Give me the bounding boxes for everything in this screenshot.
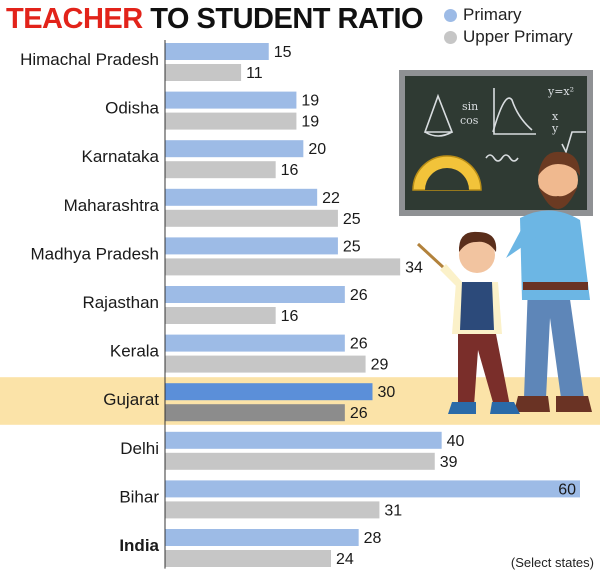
student-legs bbox=[458, 334, 510, 406]
bar-primary-bihar bbox=[165, 480, 580, 498]
svg-text:y=x²: y=x² bbox=[547, 85, 574, 98]
bar-upper-primary-rajasthan bbox=[165, 307, 276, 324]
teacher-arm bbox=[506, 228, 538, 258]
value-label-upper-primary-gujarat: 26 bbox=[350, 405, 368, 422]
teacher-shoes bbox=[514, 396, 592, 412]
category-label-kerala: Kerala bbox=[110, 342, 160, 361]
legend-swatch-upper-primary bbox=[444, 30, 457, 44]
teacher-figure bbox=[506, 151, 592, 412]
bar-upper-primary-bihar bbox=[165, 501, 380, 519]
chalk-drawings bbox=[423, 88, 586, 162]
student-vest bbox=[460, 282, 494, 330]
teacher-student-illustration: sin cos y=x² x y bbox=[399, 70, 593, 414]
category-label-karnataka: Karnataka bbox=[82, 147, 160, 166]
chart-plot: Himachal Pradesh 15 11 Odisha 19 19 Karnataka 2… bbox=[20, 40, 580, 569]
bar-upper-primary-odisha bbox=[165, 112, 297, 130]
chalk-axes bbox=[493, 88, 536, 135]
student-hair bbox=[458, 231, 497, 252]
svg-text:x: x bbox=[552, 110, 559, 123]
value-label-upper-primary-karnataka: 16 bbox=[281, 162, 299, 179]
value-label-upper-primary-maharashtra: 25 bbox=[343, 211, 361, 228]
bar-primary-gujarat bbox=[165, 383, 373, 401]
bar-upper-primary-karnataka bbox=[165, 161, 276, 179]
category-label-maharashtra: Maharashtra bbox=[64, 196, 160, 215]
teacher-head bbox=[538, 160, 578, 200]
legend-swatch-primary bbox=[444, 8, 457, 22]
teacher-belt bbox=[523, 282, 588, 290]
value-label-primary-madhya-pradesh: 25 bbox=[343, 238, 361, 255]
legend-label-primary: Primary bbox=[463, 5, 522, 24]
chalk-text: sin cos y=x² x y bbox=[460, 85, 574, 135]
bar-primary-karnataka bbox=[165, 140, 304, 158]
value-label-primary-india: 28 bbox=[364, 530, 382, 547]
value-label-primary-karnataka: 20 bbox=[308, 141, 326, 158]
category-label-rajasthan: Rajasthan bbox=[82, 293, 159, 312]
value-label-primary-delhi: 40 bbox=[447, 433, 465, 450]
svg-text:cos: cos bbox=[460, 114, 479, 127]
chalk-curve bbox=[492, 97, 533, 133]
pointer-stick bbox=[416, 242, 446, 270]
bar-upper-primary-himachal-pradesh bbox=[165, 64, 242, 81]
bar-upper-primary-delhi bbox=[165, 452, 435, 470]
teacher-hair bbox=[538, 151, 580, 176]
chart-title-part1: TEACHER bbox=[6, 3, 143, 35]
bar-primary-madhya-pradesh bbox=[165, 237, 338, 255]
teacher-legs bbox=[524, 285, 584, 398]
bar-upper-primary-india bbox=[165, 550, 331, 567]
bar-primary-india bbox=[165, 529, 359, 546]
svg-text:sin: sin bbox=[462, 100, 478, 113]
bar-upper-primary-madhya-pradesh bbox=[165, 258, 401, 276]
value-label-upper-primary-kerala: 29 bbox=[371, 357, 389, 374]
teacher-shirt bbox=[520, 210, 590, 300]
bar-upper-primary-maharashtra bbox=[165, 209, 338, 227]
bar-primary-maharashtra bbox=[165, 188, 318, 206]
bar-primary-kerala bbox=[165, 334, 345, 352]
bar-primary-delhi bbox=[165, 431, 442, 449]
chalk-cone bbox=[423, 93, 454, 137]
bar-upper-primary-gujarat bbox=[165, 404, 345, 422]
legend-item-primary: Primary bbox=[444, 4, 573, 26]
bar-primary-odisha bbox=[165, 91, 297, 109]
value-label-upper-primary-india: 24 bbox=[336, 551, 354, 568]
legend-label-upper-primary: Upper Primary bbox=[463, 27, 573, 46]
category-label-bihar: Bihar bbox=[119, 487, 159, 506]
legend: Primary Upper Primary bbox=[444, 4, 573, 48]
category-label-delhi: Delhi bbox=[120, 439, 159, 458]
category-label-gujarat: Gujarat bbox=[103, 390, 159, 409]
svg-text:y: y bbox=[551, 122, 559, 135]
value-label-primary-bihar: 60 bbox=[558, 481, 576, 498]
value-label-primary-kerala: 26 bbox=[350, 336, 368, 353]
value-label-upper-primary-bihar: 31 bbox=[384, 502, 402, 519]
value-label-primary-himachal-pradesh: 15 bbox=[274, 44, 292, 61]
value-label-primary-maharashtra: 22 bbox=[322, 190, 340, 207]
category-label-himachal-pradesh: Himachal Pradesh bbox=[20, 50, 159, 69]
value-label-upper-primary-rajasthan: 16 bbox=[281, 308, 299, 325]
chalk-root bbox=[561, 131, 586, 155]
student-figure bbox=[416, 231, 520, 414]
chart-title-part2: TO STUDENT RATIO bbox=[150, 3, 424, 35]
student-head bbox=[459, 237, 495, 273]
value-label-upper-primary-odisha: 19 bbox=[301, 114, 319, 131]
bar-primary-rajasthan bbox=[165, 286, 345, 303]
chalk-wave bbox=[485, 154, 519, 162]
value-label-upper-primary-delhi: 39 bbox=[440, 454, 458, 471]
bar-primary-himachal-pradesh bbox=[165, 43, 269, 60]
category-label-india: India bbox=[119, 536, 159, 555]
legend-item-upper-primary: Upper Primary bbox=[444, 26, 573, 48]
bar-upper-primary-kerala bbox=[165, 355, 366, 373]
value-label-primary-gujarat: 30 bbox=[378, 384, 396, 401]
value-label-upper-primary-himachal-pradesh: 11 bbox=[246, 65, 263, 82]
value-label-upper-primary-madhya-pradesh: 34 bbox=[405, 259, 423, 276]
category-label-odisha: Odisha bbox=[105, 99, 159, 118]
student-shoes bbox=[448, 402, 520, 414]
value-label-primary-odisha: 19 bbox=[301, 93, 319, 110]
teacher-beard bbox=[538, 186, 578, 209]
value-label-primary-rajasthan: 26 bbox=[350, 287, 368, 304]
category-label-madhya-pradesh: Madhya Pradesh bbox=[30, 244, 159, 263]
chart-title: TEACHER TO STUDENT RATIO bbox=[6, 2, 424, 36]
source-note: (Select states) bbox=[510, 555, 594, 570]
student-arm bbox=[440, 264, 462, 286]
